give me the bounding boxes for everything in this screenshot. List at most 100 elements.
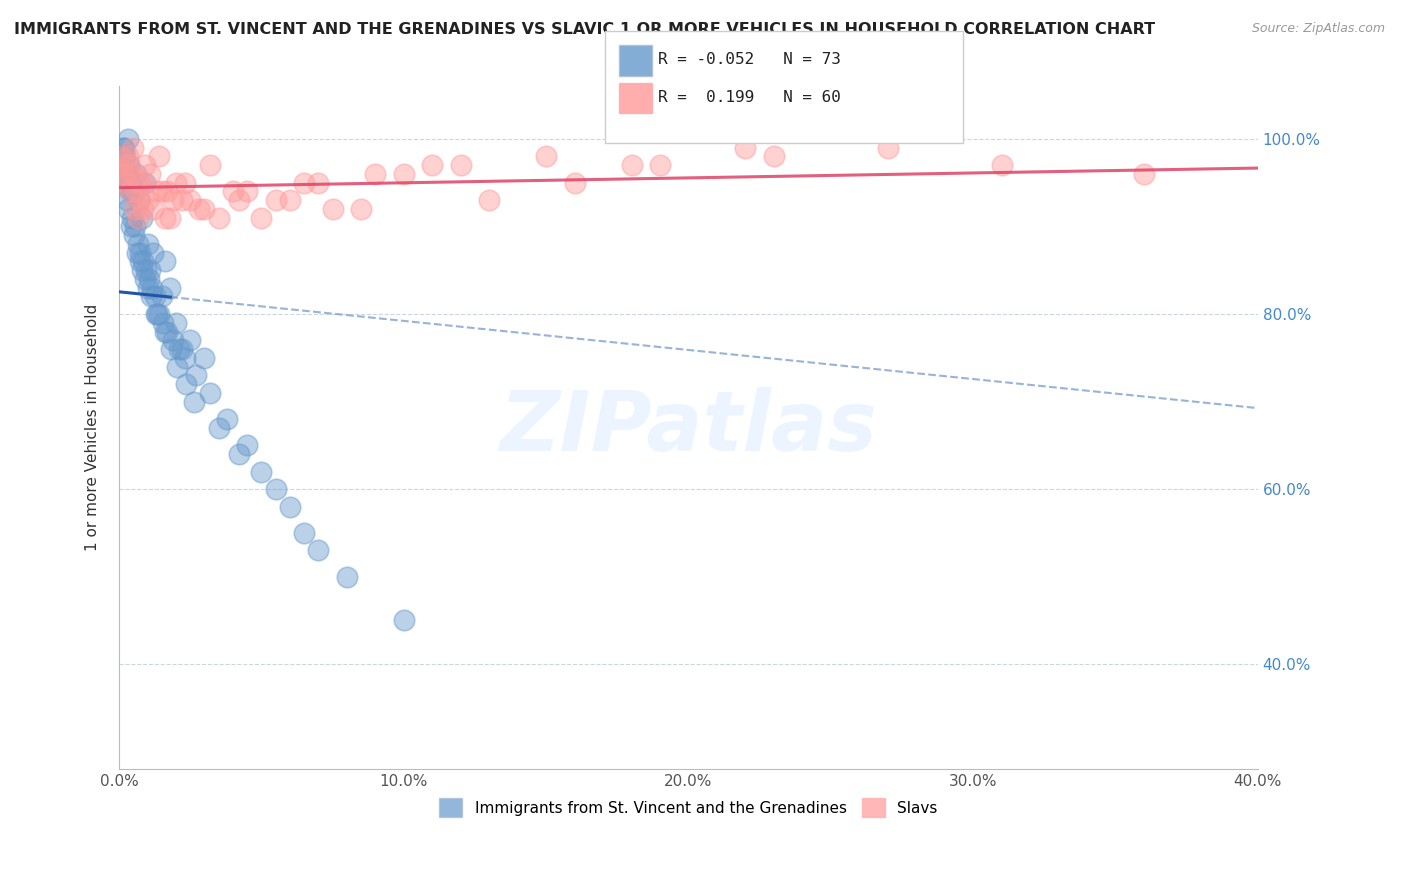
Point — [114, 149, 136, 163]
Point — [278, 193, 301, 207]
Point — [110, 149, 132, 163]
Point — [128, 193, 150, 207]
Point — [364, 167, 387, 181]
Point — [278, 500, 301, 514]
Point — [110, 167, 132, 181]
Point — [166, 359, 188, 374]
Point — [222, 185, 245, 199]
Point — [564, 176, 586, 190]
Point — [648, 158, 671, 172]
Point — [187, 202, 209, 216]
Point — [124, 202, 146, 216]
Point — [127, 237, 149, 252]
Point — [111, 158, 134, 172]
Point — [162, 333, 184, 347]
Point — [170, 342, 193, 356]
Point — [139, 289, 162, 303]
Point — [114, 176, 136, 190]
Point — [153, 254, 176, 268]
Point — [322, 202, 344, 216]
Point — [121, 167, 143, 181]
Point — [292, 525, 315, 540]
Point — [125, 245, 148, 260]
Point — [112, 167, 135, 181]
Point — [173, 176, 195, 190]
Point — [179, 333, 201, 347]
Point — [117, 132, 139, 146]
Point — [228, 193, 250, 207]
Y-axis label: 1 or more Vehicles in Household: 1 or more Vehicles in Household — [86, 304, 100, 551]
Point — [134, 272, 156, 286]
Point — [450, 158, 472, 172]
Point — [264, 193, 287, 207]
Point — [198, 385, 221, 400]
Point — [118, 185, 141, 199]
Point — [250, 465, 273, 479]
Point — [111, 158, 134, 172]
Point — [128, 254, 150, 268]
Point — [125, 185, 148, 199]
Point — [170, 193, 193, 207]
Point — [127, 211, 149, 225]
Point — [128, 176, 150, 190]
Point — [307, 176, 329, 190]
Point — [156, 185, 179, 199]
Legend: Immigrants from St. Vincent and the Grenadines, Slavs: Immigrants from St. Vincent and the Gren… — [433, 792, 943, 823]
Point — [129, 193, 152, 207]
Point — [160, 342, 183, 356]
Point — [122, 228, 145, 243]
Point — [122, 185, 145, 199]
Point — [153, 211, 176, 225]
Point — [132, 254, 155, 268]
Point — [139, 167, 162, 181]
Point — [264, 482, 287, 496]
Point — [148, 149, 170, 163]
Point — [183, 394, 205, 409]
Point — [208, 421, 231, 435]
Point — [148, 307, 170, 321]
Point — [143, 289, 166, 303]
Text: IMMIGRANTS FROM ST. VINCENT AND THE GRENADINES VS SLAVIC 1 OR MORE VEHICLES IN H: IMMIGRANTS FROM ST. VINCENT AND THE GREN… — [14, 22, 1156, 37]
Point — [179, 193, 201, 207]
Point — [142, 202, 165, 216]
Point — [135, 263, 157, 277]
Point — [156, 325, 179, 339]
Point — [165, 316, 187, 330]
Point — [228, 447, 250, 461]
Point — [136, 237, 159, 252]
Text: ZIPatlas: ZIPatlas — [499, 387, 877, 468]
Point — [420, 158, 443, 172]
Point — [150, 185, 173, 199]
Point — [174, 377, 197, 392]
Point — [141, 281, 163, 295]
Point — [184, 368, 207, 383]
Point — [620, 158, 643, 172]
Point — [193, 202, 215, 216]
Point — [136, 281, 159, 295]
Point — [159, 211, 181, 225]
Point — [134, 158, 156, 172]
Point — [120, 219, 142, 234]
Point — [198, 158, 221, 172]
Point — [392, 614, 415, 628]
Point — [152, 316, 174, 330]
Point — [193, 351, 215, 365]
Point — [136, 193, 159, 207]
Point — [114, 167, 136, 181]
Point — [990, 158, 1012, 172]
Point — [1133, 167, 1156, 181]
Point — [129, 245, 152, 260]
Point — [146, 307, 169, 321]
Point — [138, 272, 160, 286]
Point — [145, 185, 167, 199]
Point — [162, 193, 184, 207]
Point — [131, 263, 153, 277]
Point — [236, 438, 259, 452]
Point — [173, 351, 195, 365]
Point — [292, 176, 315, 190]
Point — [165, 176, 187, 190]
Point — [125, 167, 148, 181]
Point — [167, 342, 190, 356]
Point — [217, 412, 239, 426]
Point — [112, 141, 135, 155]
